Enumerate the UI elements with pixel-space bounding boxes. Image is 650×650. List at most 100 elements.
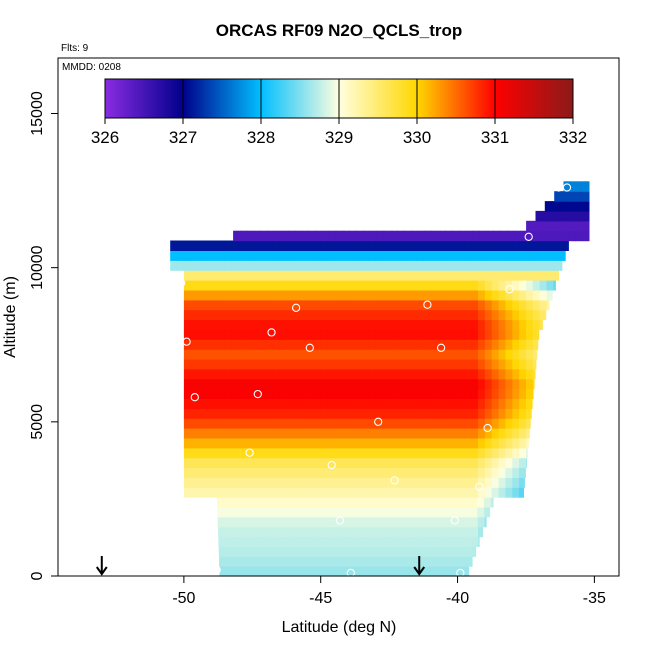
curtain-cell	[211, 447, 219, 459]
curtain-cell	[375, 418, 383, 429]
curtain-cell	[519, 339, 527, 350]
curtain-cell	[416, 526, 424, 538]
curtain-cell	[341, 358, 349, 370]
curtain-cell	[308, 556, 316, 567]
curtain-cell	[396, 260, 404, 271]
curtain-cell	[320, 418, 329, 429]
curtain-cell	[341, 477, 349, 488]
curtain-cell	[402, 398, 411, 409]
curtain-cell	[361, 368, 370, 380]
curtain-cell	[382, 447, 390, 459]
curtain-cell	[279, 457, 288, 469]
curtain-cell	[423, 536, 432, 547]
curtain-cell	[334, 358, 342, 370]
curtain-cell	[498, 487, 506, 498]
colorbar: 326 327 328 329 330 331 332	[91, 78, 587, 147]
curtain-cell	[553, 260, 561, 271]
curtain-cell	[327, 349, 335, 360]
curtain-cell	[526, 289, 534, 301]
curtain-cell	[411, 230, 419, 242]
curtain-cell	[402, 309, 411, 321]
curtain-cell	[204, 447, 212, 459]
curtain-cell	[560, 220, 568, 232]
curtain-cell	[383, 230, 392, 242]
curtain-cell	[498, 289, 506, 301]
curtain-cell	[259, 447, 267, 459]
curtain-cell	[252, 319, 260, 330]
curtain-cell	[443, 388, 452, 399]
curtain-cell	[327, 329, 335, 340]
curtain-cell	[320, 299, 329, 311]
curtain-cell	[478, 526, 484, 538]
curtain-cell	[266, 447, 274, 459]
curtain-cell	[348, 280, 356, 291]
curtain-cell	[225, 556, 234, 567]
curtain-cell	[300, 358, 308, 370]
curtain-cell	[218, 309, 226, 321]
curtain-cell	[217, 516, 226, 528]
curtain-cell	[197, 319, 205, 330]
curtain-cell	[532, 289, 541, 301]
curtain-cell	[238, 428, 246, 439]
curtain-cell	[478, 398, 486, 409]
curtain-cell	[307, 250, 315, 261]
curtain-cell	[577, 181, 585, 192]
curtain-cell	[430, 398, 438, 409]
curtain-cell	[443, 319, 452, 330]
curtain-cell	[354, 309, 363, 321]
curtain-cell	[519, 260, 527, 271]
curtain-cell	[299, 497, 307, 508]
curtain-cell	[370, 230, 378, 242]
curtain-cell	[368, 339, 376, 350]
curtain-cell	[458, 546, 466, 557]
curtain-cell	[382, 388, 390, 399]
curtain-cell	[464, 437, 472, 449]
curtain-cell	[197, 240, 205, 251]
curtain-cell	[532, 270, 541, 281]
curtain-cell	[300, 289, 308, 301]
curtain-cell	[464, 270, 472, 281]
curtain-cell	[457, 280, 465, 291]
curtain-cell	[443, 506, 451, 518]
curtain-cell	[583, 210, 590, 222]
curtain-cell	[587, 220, 590, 232]
curtain-cell	[526, 240, 534, 251]
curtain-cell	[183, 378, 192, 390]
curtain-cell	[367, 497, 375, 508]
curtain-cell	[190, 339, 199, 350]
curtain-cell	[512, 339, 520, 350]
curtain-cell	[376, 546, 384, 557]
curtain-cell	[319, 497, 327, 508]
curtain-cell	[286, 319, 294, 330]
curtain-cell	[526, 309, 534, 321]
curtain-cell	[443, 418, 452, 429]
curtain-cell	[271, 497, 280, 508]
curtain-cell	[259, 536, 267, 547]
curtain-cell	[252, 349, 260, 360]
curtain-cell	[553, 280, 556, 291]
curtain-cell	[532, 329, 540, 340]
curtain-cell	[245, 477, 253, 488]
curtain-cell	[506, 230, 515, 242]
curtain-cell	[327, 418, 335, 429]
curtain-cell	[471, 358, 479, 370]
curtain-cell	[396, 487, 404, 498]
curtain-cell	[224, 299, 233, 311]
curtain-cell	[409, 378, 418, 390]
curtain-cell	[286, 447, 294, 459]
x-tick-label: -35	[583, 590, 606, 607]
y-tick-label: 5000	[29, 404, 46, 440]
curtain-cell	[375, 339, 383, 350]
curtain-cell	[177, 240, 185, 251]
curtain-cell	[519, 280, 527, 291]
curtain-cell	[390, 556, 398, 567]
curtain-cell	[341, 260, 349, 271]
curtain-cell	[211, 358, 219, 370]
curtain-cell	[519, 270, 527, 281]
curtain-cell	[572, 201, 580, 212]
curtain-cell	[231, 299, 240, 311]
curtain-cell	[389, 408, 397, 419]
curtain-cell	[430, 270, 438, 281]
curtain-cell	[498, 447, 506, 459]
curtain-cell	[190, 240, 199, 251]
